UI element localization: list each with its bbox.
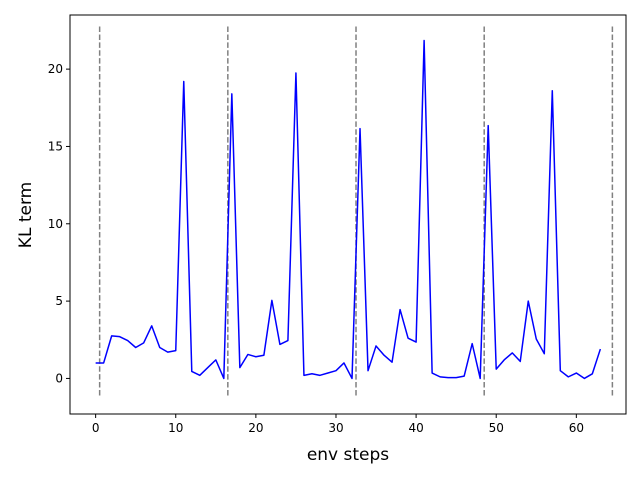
x-tick-label: 10 bbox=[168, 421, 183, 435]
x-axis-title: env steps bbox=[307, 445, 389, 465]
x-tick-label: 50 bbox=[489, 421, 504, 435]
x-tick-label: 60 bbox=[569, 421, 584, 435]
x-tick-label: 0 bbox=[92, 421, 100, 435]
y-tick-label: 15 bbox=[48, 139, 63, 153]
series-line-0 bbox=[95, 39, 602, 380]
plot-area-frame bbox=[69, 14, 627, 415]
y-tick-label: 0 bbox=[55, 371, 63, 385]
x-tick-label: 40 bbox=[408, 421, 423, 435]
y-tick-label: 20 bbox=[48, 62, 63, 76]
y-tick-label: 10 bbox=[48, 217, 63, 231]
y-axis-title: KL term bbox=[16, 182, 36, 248]
x-tick-label: 20 bbox=[248, 421, 263, 435]
x-tick-label: 30 bbox=[328, 421, 343, 435]
y-tick-label: 5 bbox=[55, 294, 63, 308]
